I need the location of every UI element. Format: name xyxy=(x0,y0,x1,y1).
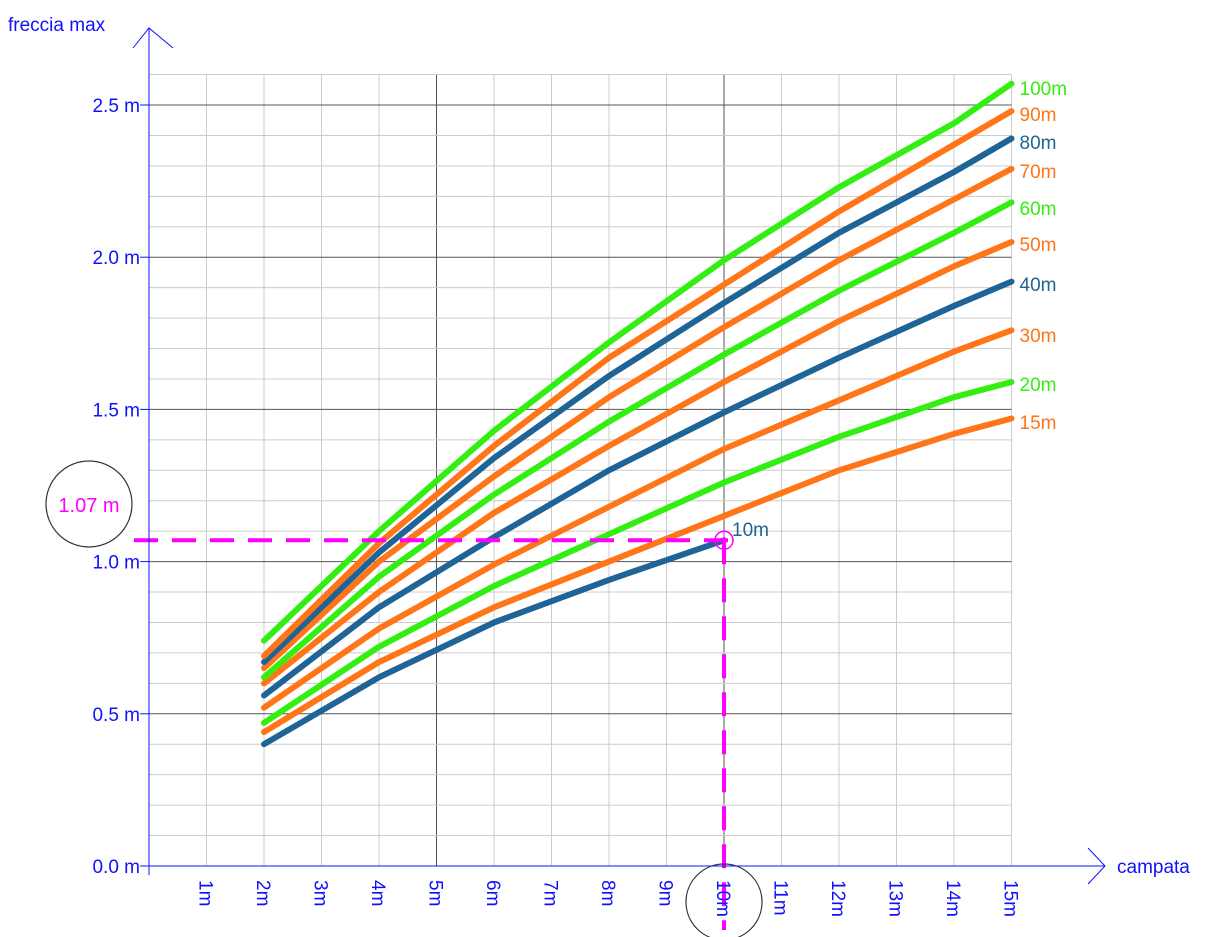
x-tick-label: 9m xyxy=(655,880,676,906)
highlight-value-label: 1.07 m xyxy=(58,495,119,517)
series-line-15m xyxy=(261,415,1015,736)
x-tick-label: 3m xyxy=(310,880,331,906)
y-axis-arrow xyxy=(132,27,174,49)
highlight-value-circle xyxy=(45,460,133,548)
axes: freccia max campata xyxy=(8,15,1190,885)
y-tick-label: 0.5 m xyxy=(92,705,140,726)
highlight-x-circle xyxy=(685,863,763,937)
x-tick-label: 4m xyxy=(367,880,388,906)
series-line-90m xyxy=(261,108,1015,659)
series-label-90m: 90m xyxy=(1020,105,1057,126)
series-label-10m: 10m xyxy=(732,520,769,541)
series-lines xyxy=(261,80,1015,748)
series-label-40m: 40m xyxy=(1020,275,1057,296)
series-label-20m: 20m xyxy=(1020,375,1057,396)
grid xyxy=(149,74,1012,866)
x-tick-label: 7m xyxy=(540,880,561,906)
series-label-15m: 15m xyxy=(1020,413,1057,434)
series-label-50m: 50m xyxy=(1020,235,1057,256)
series-label-80m: 80m xyxy=(1020,133,1057,154)
x-tick-label: 8m xyxy=(597,880,618,906)
x-tick-label: 15m xyxy=(1000,880,1021,917)
y-tick-label: 2.5 m xyxy=(92,96,140,117)
series-label-70m: 70m xyxy=(1020,162,1057,183)
x-tick-label: 13m xyxy=(885,880,906,917)
series-line-100m xyxy=(261,80,1015,644)
x-tick-label: 5m xyxy=(425,880,446,906)
y-tick-label: 1.5 m xyxy=(92,400,140,421)
x-axis-label: campata xyxy=(1117,857,1190,878)
series-line-80m xyxy=(261,135,1015,666)
series-line-10m xyxy=(261,537,727,748)
x-tick-label: 6m xyxy=(482,880,503,906)
series-line-70m xyxy=(261,165,1015,672)
y-axis-label: freccia max xyxy=(8,15,106,36)
highlight-guide: 1.07 m xyxy=(45,460,763,937)
series-label-30m: 30m xyxy=(1020,326,1057,347)
series-line-60m xyxy=(261,199,1015,681)
x-tick-label: 1m xyxy=(195,880,216,906)
x-tick-label: 11m xyxy=(770,880,791,916)
x-axis-arrow xyxy=(1087,847,1106,885)
x-tick-label: 10m xyxy=(712,880,733,917)
series-line-50m xyxy=(261,239,1015,687)
y-tick-label: 2.0 m xyxy=(92,248,140,269)
series-line-20m xyxy=(261,379,1015,726)
series-line-30m xyxy=(261,327,1015,711)
y-tick-label: 0.0 m xyxy=(92,857,140,878)
tick-labels: 0.0 m 0.5 m 1.0 m 1.5 m 2.0 m 2.5 m 1m 2m 3m 4m 5m… xyxy=(92,96,1020,917)
series-labels: 10m 15m 20m 30m 40m 50m 60m 70m 80m 90m 100m xyxy=(732,79,1067,541)
x-tick-label: 12m xyxy=(827,880,848,917)
series-line-40m xyxy=(261,278,1015,699)
x-tick-label: 14m xyxy=(942,880,963,917)
series-label-100m: 100m xyxy=(1020,79,1068,100)
series-label-60m: 60m xyxy=(1020,199,1057,220)
x-tick-label: 2m xyxy=(252,880,273,906)
y-tick-label: 1.0 m xyxy=(92,553,140,574)
